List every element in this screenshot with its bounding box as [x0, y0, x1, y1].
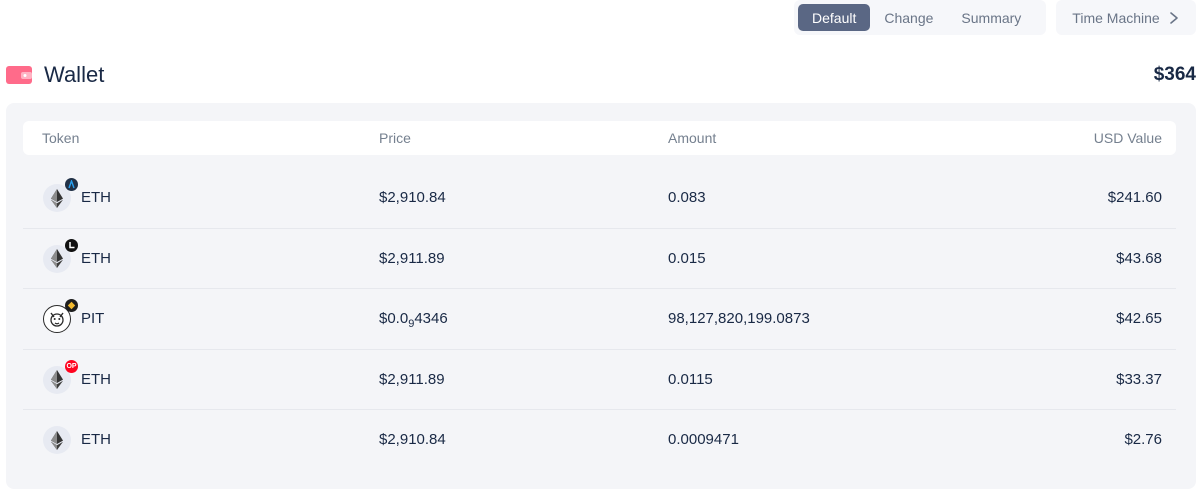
token-amount: 0.083 [668, 189, 706, 206]
header-amount[interactable]: Amount [668, 130, 717, 146]
token-amount: 0.0115 [668, 370, 713, 388]
token-price: $2,910.84 [379, 431, 446, 448]
tab-summary[interactable]: Summary [961, 9, 1022, 26]
token-logo [43, 238, 78, 273]
table-row[interactable]: ETH $2,910.84 0.083 $241.60 [23, 168, 1176, 229]
wallet-icon [6, 66, 32, 84]
header-usd-value[interactable]: USD Value [1093, 130, 1162, 146]
token-usd-value: $241.60 [1107, 189, 1162, 206]
token-usd-value: $2.76 [1124, 431, 1162, 448]
bsc-badge-icon [65, 299, 78, 312]
optimism-badge-icon: OP [65, 359, 78, 373]
token-logo [43, 426, 71, 454]
header-price[interactable]: Price [379, 130, 411, 146]
table-row[interactable]: ETH $2,910.84 0.0009471 $2.76 [23, 410, 1176, 471]
token-symbol: ETH [81, 431, 111, 448]
token-symbol: ETH [81, 370, 111, 388]
linea-badge-icon [65, 238, 78, 252]
price-suffix: 4346 [414, 310, 448, 327]
price-prefix: $0.0 [379, 310, 409, 327]
token-cell: ETH [43, 410, 111, 470]
tab-default[interactable]: Default [798, 4, 871, 31]
header-token[interactable]: Token [42, 130, 80, 146]
table-row[interactable]: ETH $2,911.89 0.015 $43.68 [23, 229, 1176, 289]
token-symbol: ETH [81, 189, 111, 206]
token-cell: ETH [43, 229, 111, 289]
eth-icon [43, 426, 71, 454]
token-symbol: PIT [81, 310, 105, 327]
token-price: $2,911.89 [379, 249, 445, 267]
token-logo [43, 299, 78, 333]
price-zero-count: 9 [408, 318, 415, 330]
token-amount: 98,127,820,199.0873 [668, 310, 810, 327]
token-cell: ETH [43, 168, 111, 228]
token-usd-value: $42.65 [1116, 310, 1162, 327]
table-header: Token Price Amount USD Value [23, 121, 1176, 155]
wallet-header: Wallet $364 [6, 58, 1196, 92]
table-row[interactable]: OP ETH $2,911.89 0.0115 $33.37 [23, 350, 1176, 410]
tab-change[interactable]: Change [884, 9, 934, 26]
eth-icon [43, 365, 71, 394]
chevron-right-icon [1169, 11, 1178, 24]
view-mode-tabs: Default Change Summary [794, 0, 1046, 35]
token-price: $0.094346 [379, 289, 448, 349]
wallet-total-value: $364 [1153, 64, 1196, 85]
token-price: $2,910.84 [379, 189, 446, 206]
time-machine-label: Time Machine [1072, 9, 1160, 26]
arbitrum-badge-icon [65, 178, 78, 191]
token-amount: 0.0009471 [668, 431, 739, 448]
token-cell: OP ETH [43, 350, 111, 410]
token-logo: OP [43, 359, 78, 394]
table-row[interactable]: PIT $0.094346 98,127,820,199.0873 $42.65 [23, 289, 1176, 350]
wallet-token-table: Token Price Amount USD Value ETH $2,910.… [6, 103, 1196, 489]
token-usd-value: $43.68 [1116, 249, 1162, 267]
token-cell: PIT [43, 289, 104, 349]
token-usd-value: $33.37 [1116, 370, 1162, 388]
wallet-title: Wallet [44, 62, 105, 87]
token-rows: ETH $2,910.84 0.083 $241.60 ETH $2,911.8… [23, 168, 1176, 471]
token-price: $2,911.89 [379, 370, 445, 388]
token-logo [43, 178, 78, 212]
token-symbol: ETH [81, 249, 111, 267]
token-amount: 0.015 [668, 249, 706, 267]
time-machine-button[interactable]: Time Machine [1056, 0, 1196, 35]
